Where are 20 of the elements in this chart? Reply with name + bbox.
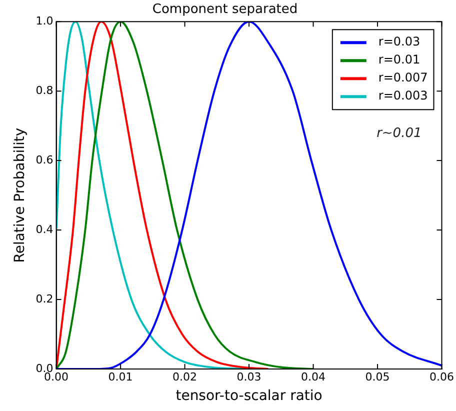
x-tick-label: 0.04 [301, 370, 326, 384]
annotation: r~0.01 [376, 126, 422, 141]
legend-label: r=0.03 [378, 34, 420, 49]
line-series [56, 22, 442, 369]
y-tick-label: 0.8 [36, 84, 54, 97]
legend-label: r=0.003 [378, 88, 428, 103]
y-axis-title: Relative Probability [12, 128, 28, 263]
x-tick-label: 0.05 [365, 370, 390, 384]
x-tick-label: 0.02 [172, 370, 198, 384]
chart-title: Component separated [152, 2, 298, 18]
y-tick-label: 1.0 [36, 14, 54, 28]
y-tick-label: 0.6 [36, 153, 54, 166]
x-tick-label: 0.06 [430, 370, 454, 384]
x-axis-title: tensor-to-scalar ratio [176, 388, 322, 404]
legend-label: r=0.01 [378, 52, 420, 67]
x-tick-label: 0.03 [236, 370, 262, 384]
y-tick-label: 0.2 [36, 292, 54, 306]
x-tick-label: 0.01 [108, 370, 133, 384]
y-tick-label: 0.4 [36, 222, 54, 236]
legend-label: r=0.007 [378, 70, 428, 85]
